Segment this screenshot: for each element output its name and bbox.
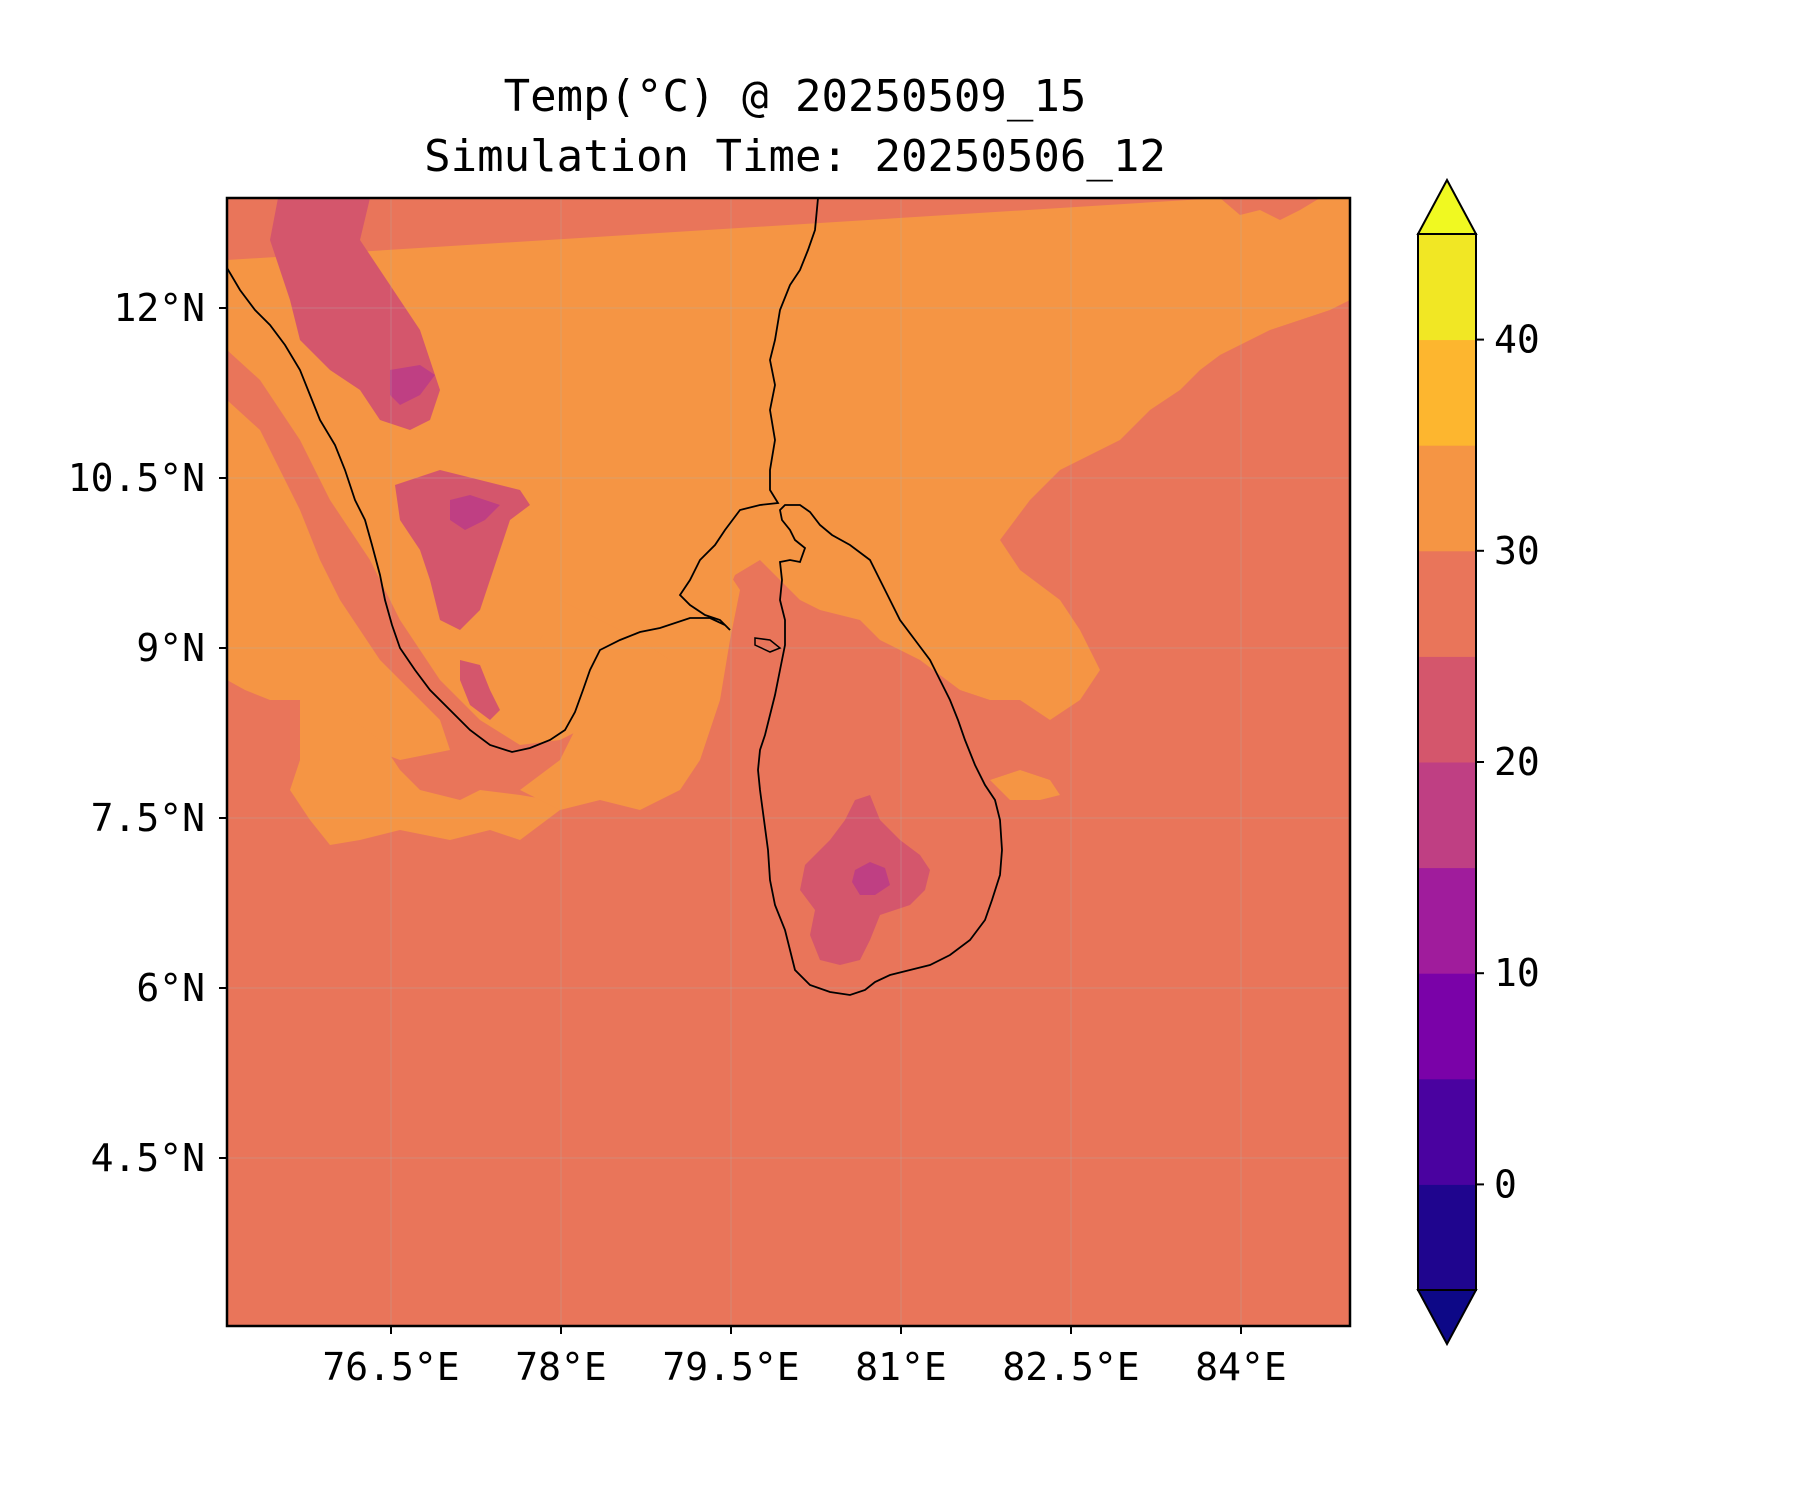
field-20-25-cardamom xyxy=(460,660,500,720)
colorbar-extend-min xyxy=(1416,1289,1478,1347)
coastline-mannar-island xyxy=(754,637,782,653)
colorbar-tick-label: 30 xyxy=(1494,529,1540,573)
map-subtitle: Simulation Time: 20250506_12 xyxy=(424,131,1166,182)
gridlines xyxy=(227,198,1350,1326)
field-30-35-gulf xyxy=(520,540,740,810)
colorbar-segment xyxy=(1418,445,1476,552)
x-tick-label: 84°E xyxy=(1195,1345,1287,1389)
coastline-srilanka xyxy=(757,504,1003,996)
y-tick-label: 12°N xyxy=(113,286,205,330)
colorbar-segment xyxy=(1418,1078,1476,1185)
y-tick-label: 4.5°N xyxy=(91,1136,205,1180)
coastline-india xyxy=(227,198,819,753)
x-tick-label: 78°E xyxy=(515,1345,607,1389)
colorbar-tick-label: 40 xyxy=(1494,318,1540,362)
field-30-35-east-lobe xyxy=(990,770,1060,800)
field-20-25-palani xyxy=(395,470,530,630)
field-15-20-srilanka-core xyxy=(852,862,890,895)
colorbar-segment xyxy=(1418,1184,1476,1291)
colorbar: 0 10 20 30 40 xyxy=(1416,177,1540,1347)
field-15-20-nilgiri-core xyxy=(390,365,435,405)
temperature-field xyxy=(227,198,1350,1326)
colorbar-segment xyxy=(1418,656,1476,763)
field-30-35-india xyxy=(227,198,1350,745)
colorbar-segment xyxy=(1418,339,1476,446)
y-axis: 12°N 10.5°N 9°N 7.5°N 6°N 4.5°N xyxy=(68,286,227,1180)
map-frame xyxy=(225,196,1352,1328)
x-tick-label: 79.5°E xyxy=(662,1345,799,1389)
colorbar-tick-label: 20 xyxy=(1494,740,1540,784)
colorbar-tick-label: 0 xyxy=(1494,1162,1517,1206)
x-tick-label: 76.5°E xyxy=(322,1345,459,1389)
x-tick-label: 82.5°E xyxy=(1002,1345,1139,1389)
colorbar-segment xyxy=(1418,762,1476,869)
field-30-35-sw-patch xyxy=(290,700,560,845)
map-title: Temp(°C) @ 20250509_15 xyxy=(503,71,1087,122)
colorbar-tick-label: 10 xyxy=(1494,951,1540,995)
y-tick-label: 9°N xyxy=(136,626,205,670)
y-tick-label: 7.5°N xyxy=(91,796,205,840)
colorbar-segment xyxy=(1418,867,1476,974)
colorbar-extend-max xyxy=(1416,177,1478,235)
field-15-20-palani-core xyxy=(450,495,500,530)
x-axis: 76.5°E 78°E 79.5°E 81°E 82.5°E 84°E xyxy=(322,1326,1287,1389)
field-30-35-arabian-sea-west xyxy=(227,400,450,760)
colorbar-segment xyxy=(1418,973,1476,1080)
y-tick-label: 10.5°N xyxy=(68,456,205,500)
x-tick-label: 81°E xyxy=(855,1345,947,1389)
y-tick-label: 6°N xyxy=(136,966,205,1010)
colorbar-segment xyxy=(1418,550,1476,657)
colorbar-segment xyxy=(1418,234,1476,341)
